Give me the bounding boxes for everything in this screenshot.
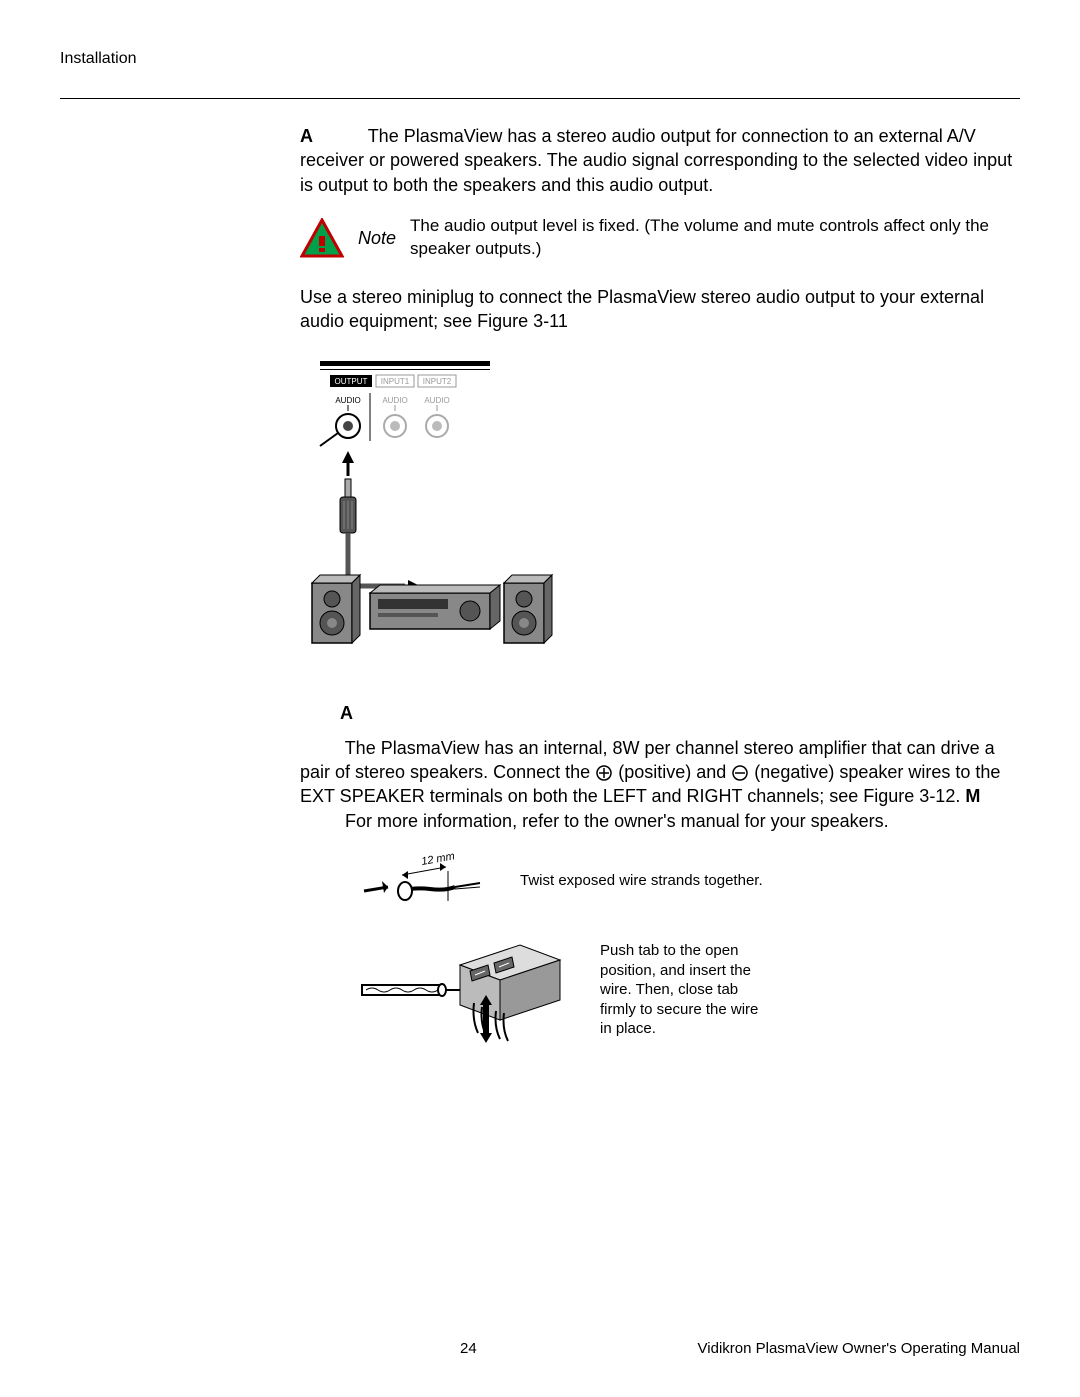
letter-a-2: A	[340, 701, 1020, 725]
intro-letter-a: A	[300, 126, 313, 146]
svg-text:AUDIO: AUDIO	[382, 396, 407, 405]
note-label: Note	[358, 226, 396, 250]
minus-icon	[731, 764, 749, 782]
miniplug-para: Use a stereo miniplug to connect the Pla…	[300, 285, 1020, 334]
svg-text:AUDIO: AUDIO	[424, 396, 449, 405]
miniplug-text: Use a stereo miniplug to connect the Pla…	[300, 287, 984, 331]
plus-icon	[595, 764, 613, 782]
insert-instruction: Push tab to the open position, and inser…	[600, 941, 770, 1039]
svg-text:OUTPUT: OUTPUT	[335, 377, 368, 386]
svg-text:INPUT1: INPUT1	[381, 377, 410, 386]
spk-p2: (positive) and	[618, 762, 726, 782]
note-text: The audio output level is fixed. (The vo…	[410, 215, 1020, 261]
main-content: A The PlasmaView has a stereo audio outp…	[300, 124, 1020, 1055]
svg-text:AUDIO: AUDIO	[335, 396, 360, 405]
manual-title: Vidikron PlasmaView Owner's Operating Ma…	[698, 1340, 1020, 1357]
svg-text:12 mm: 12 mm	[420, 851, 455, 868]
figure-3-12: 12 mm Twist exposed wire strands togethe…	[360, 851, 1020, 1055]
header-section: Installation	[60, 50, 1020, 68]
speakers-para: The PlasmaView has an internal, 8W per c…	[300, 736, 1020, 833]
spk-p4: For more information, refer to the owner…	[345, 811, 889, 831]
terminal-illustration	[360, 925, 580, 1055]
figure-3-11: OUTPUT INPUT1 INPUT2 AUDIO AUDIO AUDIO	[300, 351, 1020, 681]
spk-letter-m: M	[965, 786, 980, 806]
page-number: 24	[460, 1340, 477, 1357]
note-row: Note The audio output level is fixed. (T…	[300, 215, 1020, 261]
footer: 24 Vidikron PlasmaView Owner's Operating…	[60, 1340, 1020, 1357]
intro-para: A The PlasmaView has a stereo audio outp…	[300, 124, 1020, 197]
warning-icon	[300, 218, 344, 258]
twist-instruction: Twist exposed wire strands together.	[520, 871, 763, 891]
header-rule	[60, 98, 1020, 99]
svg-text:INPUT2: INPUT2	[423, 377, 452, 386]
intro-line1: The PlasmaView has a stereo audio output…	[368, 126, 976, 146]
intro-line2: receiver or powered speakers. The audio …	[300, 150, 1012, 194]
wire-twist-illustration: 12 mm	[360, 851, 500, 911]
